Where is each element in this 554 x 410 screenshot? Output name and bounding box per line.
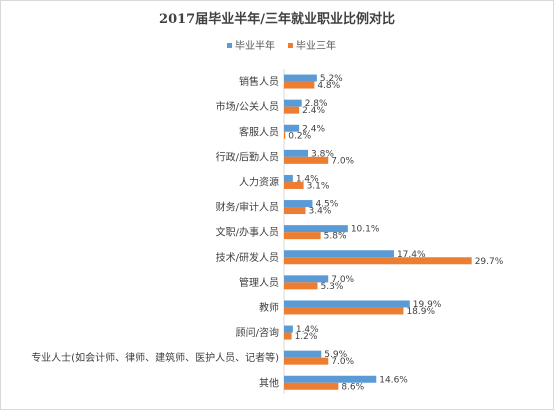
category-label-9: 教师 [259,301,279,314]
value-label-0-6: 10.1% [351,225,380,235]
bar-three-year-11 [284,357,329,365]
legend-label-0: 毕业半年 [235,39,275,52]
value-label-1-10: 1.2% [295,332,318,342]
value-label-1-4: 3.1% [307,181,330,191]
value-labels: 5.2%4.8%2.8%2.4%2.4%0.2%3.8%7.0%1.4%3.1%… [288,74,503,392]
legend-label-1: 毕业三年 [296,39,336,52]
category-labels: 销售人员市场/公关人员客服人员行政/后勤人员人力资源财务/审计人员文职/办事人员… [31,75,279,389]
value-label-1-3: 7.0% [331,156,354,166]
category-label-3: 行政/后勤人员 [216,150,279,163]
bar-three-year-7 [284,257,472,265]
value-label-0-8: 7.0% [331,275,354,285]
value-label-1-8: 5.3% [320,282,343,292]
bars [284,74,472,390]
bar-half-year-4 [284,174,293,182]
category-label-11: 专业人士(如会计师、律师、建筑师、医护人员、记者等) [31,351,279,364]
bar-three-year-0 [284,81,315,89]
bar-half-year-1 [284,99,302,107]
bar-three-year-3 [284,156,329,164]
bar-three-year-2 [284,131,286,139]
category-label-2: 客服人员 [239,125,279,138]
value-label-1-0: 4.8% [317,81,340,91]
category-label-1: 市场/公关人员 [216,100,279,113]
bar-half-year-12 [284,375,377,383]
value-label-1-6: 5.8% [324,232,347,242]
value-label-0-3: 3.8% [311,149,334,159]
value-label-1-11: 7.0% [331,357,354,367]
bar-three-year-8 [284,282,318,290]
value-label-0-5: 4.5% [315,200,338,210]
legend: 毕业半年 毕业三年 [227,39,336,52]
bar-half-year-10 [284,325,293,333]
value-label-0-2: 2.4% [302,124,325,134]
category-label-8: 管理人员 [239,276,279,289]
value-label-0-0: 5.2% [320,74,343,84]
value-label-1-5: 3.4% [308,207,331,217]
value-label-1-1: 2.4% [302,106,325,116]
value-label-1-2: 0.2% [288,131,311,141]
bar-three-year-1 [284,106,300,114]
bar-half-year-6 [284,225,348,233]
bar-three-year-12 [284,382,339,390]
value-label-0-11: 5.9% [324,350,347,360]
category-label-7: 技术/研发人员 [216,251,279,264]
value-label-0-9: 19.9% [413,300,442,310]
bar-three-year-6 [284,232,321,240]
bar-half-year-2 [284,124,300,132]
value-label-1-9: 18.9% [406,307,435,317]
value-label-0-10: 1.4% [296,325,319,335]
value-label-0-12: 14.6% [379,375,408,385]
category-label-4: 人力资源 [239,175,279,188]
category-label-0: 销售人员 [239,75,279,88]
bar-three-year-4 [284,181,304,189]
bar-three-year-10 [284,332,292,340]
bar-three-year-5 [284,207,306,215]
category-label-12: 其他 [259,376,279,389]
legend-swatch-0 [227,43,232,48]
value-label-1-7: 29.7% [475,257,504,267]
legend-swatch-1 [288,43,293,48]
category-label-6: 文职/办事人员 [216,226,279,239]
bar-three-year-9 [284,307,404,315]
bar-half-year-9 [284,300,410,308]
value-label-1-12: 8.6% [341,382,364,392]
category-label-5: 财务/审计人员 [216,201,279,214]
value-label-0-7: 17.4% [397,250,426,260]
bar-half-year-8 [284,275,329,283]
value-label-0-4: 1.4% [296,174,319,184]
bar-half-year-3 [284,149,309,157]
bar-half-year-5 [284,200,313,208]
bar-half-year-7 [284,250,394,258]
category-label-10: 顾问/咨询 [236,326,279,339]
value-label-0-1: 2.8% [305,99,328,109]
chart-title: 2017届毕业半年/三年就业职业比例对比 [159,11,395,27]
bar-half-year-0 [284,74,317,82]
bar-half-year-11 [284,350,322,358]
